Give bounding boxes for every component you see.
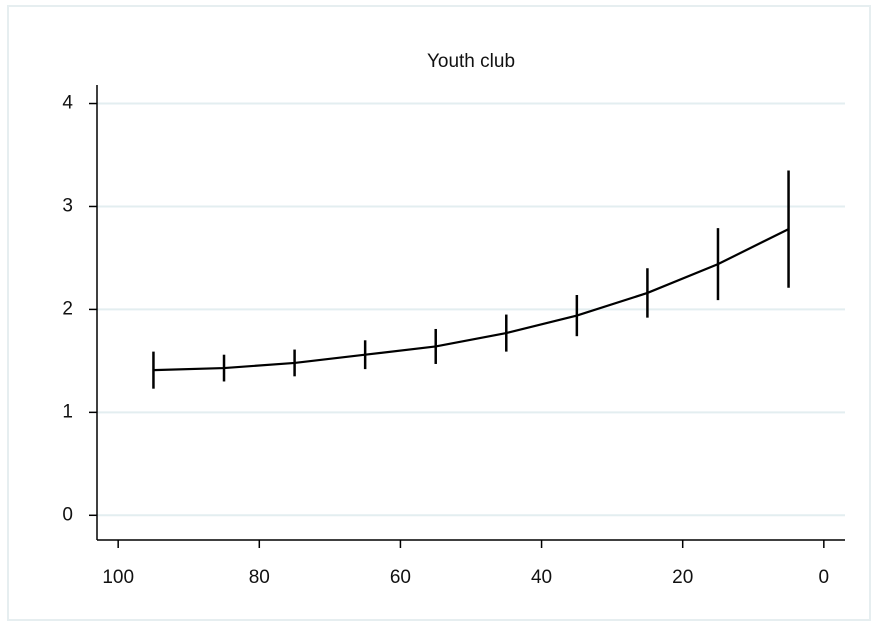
x-tick-label: 0	[819, 567, 830, 588]
x-tick-label: 20	[672, 567, 693, 588]
x-tick-label: 100	[102, 567, 134, 588]
chart-title: Youth club	[427, 51, 515, 72]
x-tick-label: 80	[249, 567, 270, 588]
line	[153, 228, 790, 372]
y-tick-label: 1	[62, 401, 73, 422]
frame	[7, 5, 871, 621]
y-tick-label: 3	[62, 195, 73, 216]
x-tick-label: 60	[390, 567, 411, 588]
y-tick-label: 0	[62, 504, 73, 525]
y-tick-label: 2	[62, 298, 73, 319]
y-tick-label: 4	[62, 93, 73, 114]
x-tick-label: 40	[531, 567, 552, 588]
